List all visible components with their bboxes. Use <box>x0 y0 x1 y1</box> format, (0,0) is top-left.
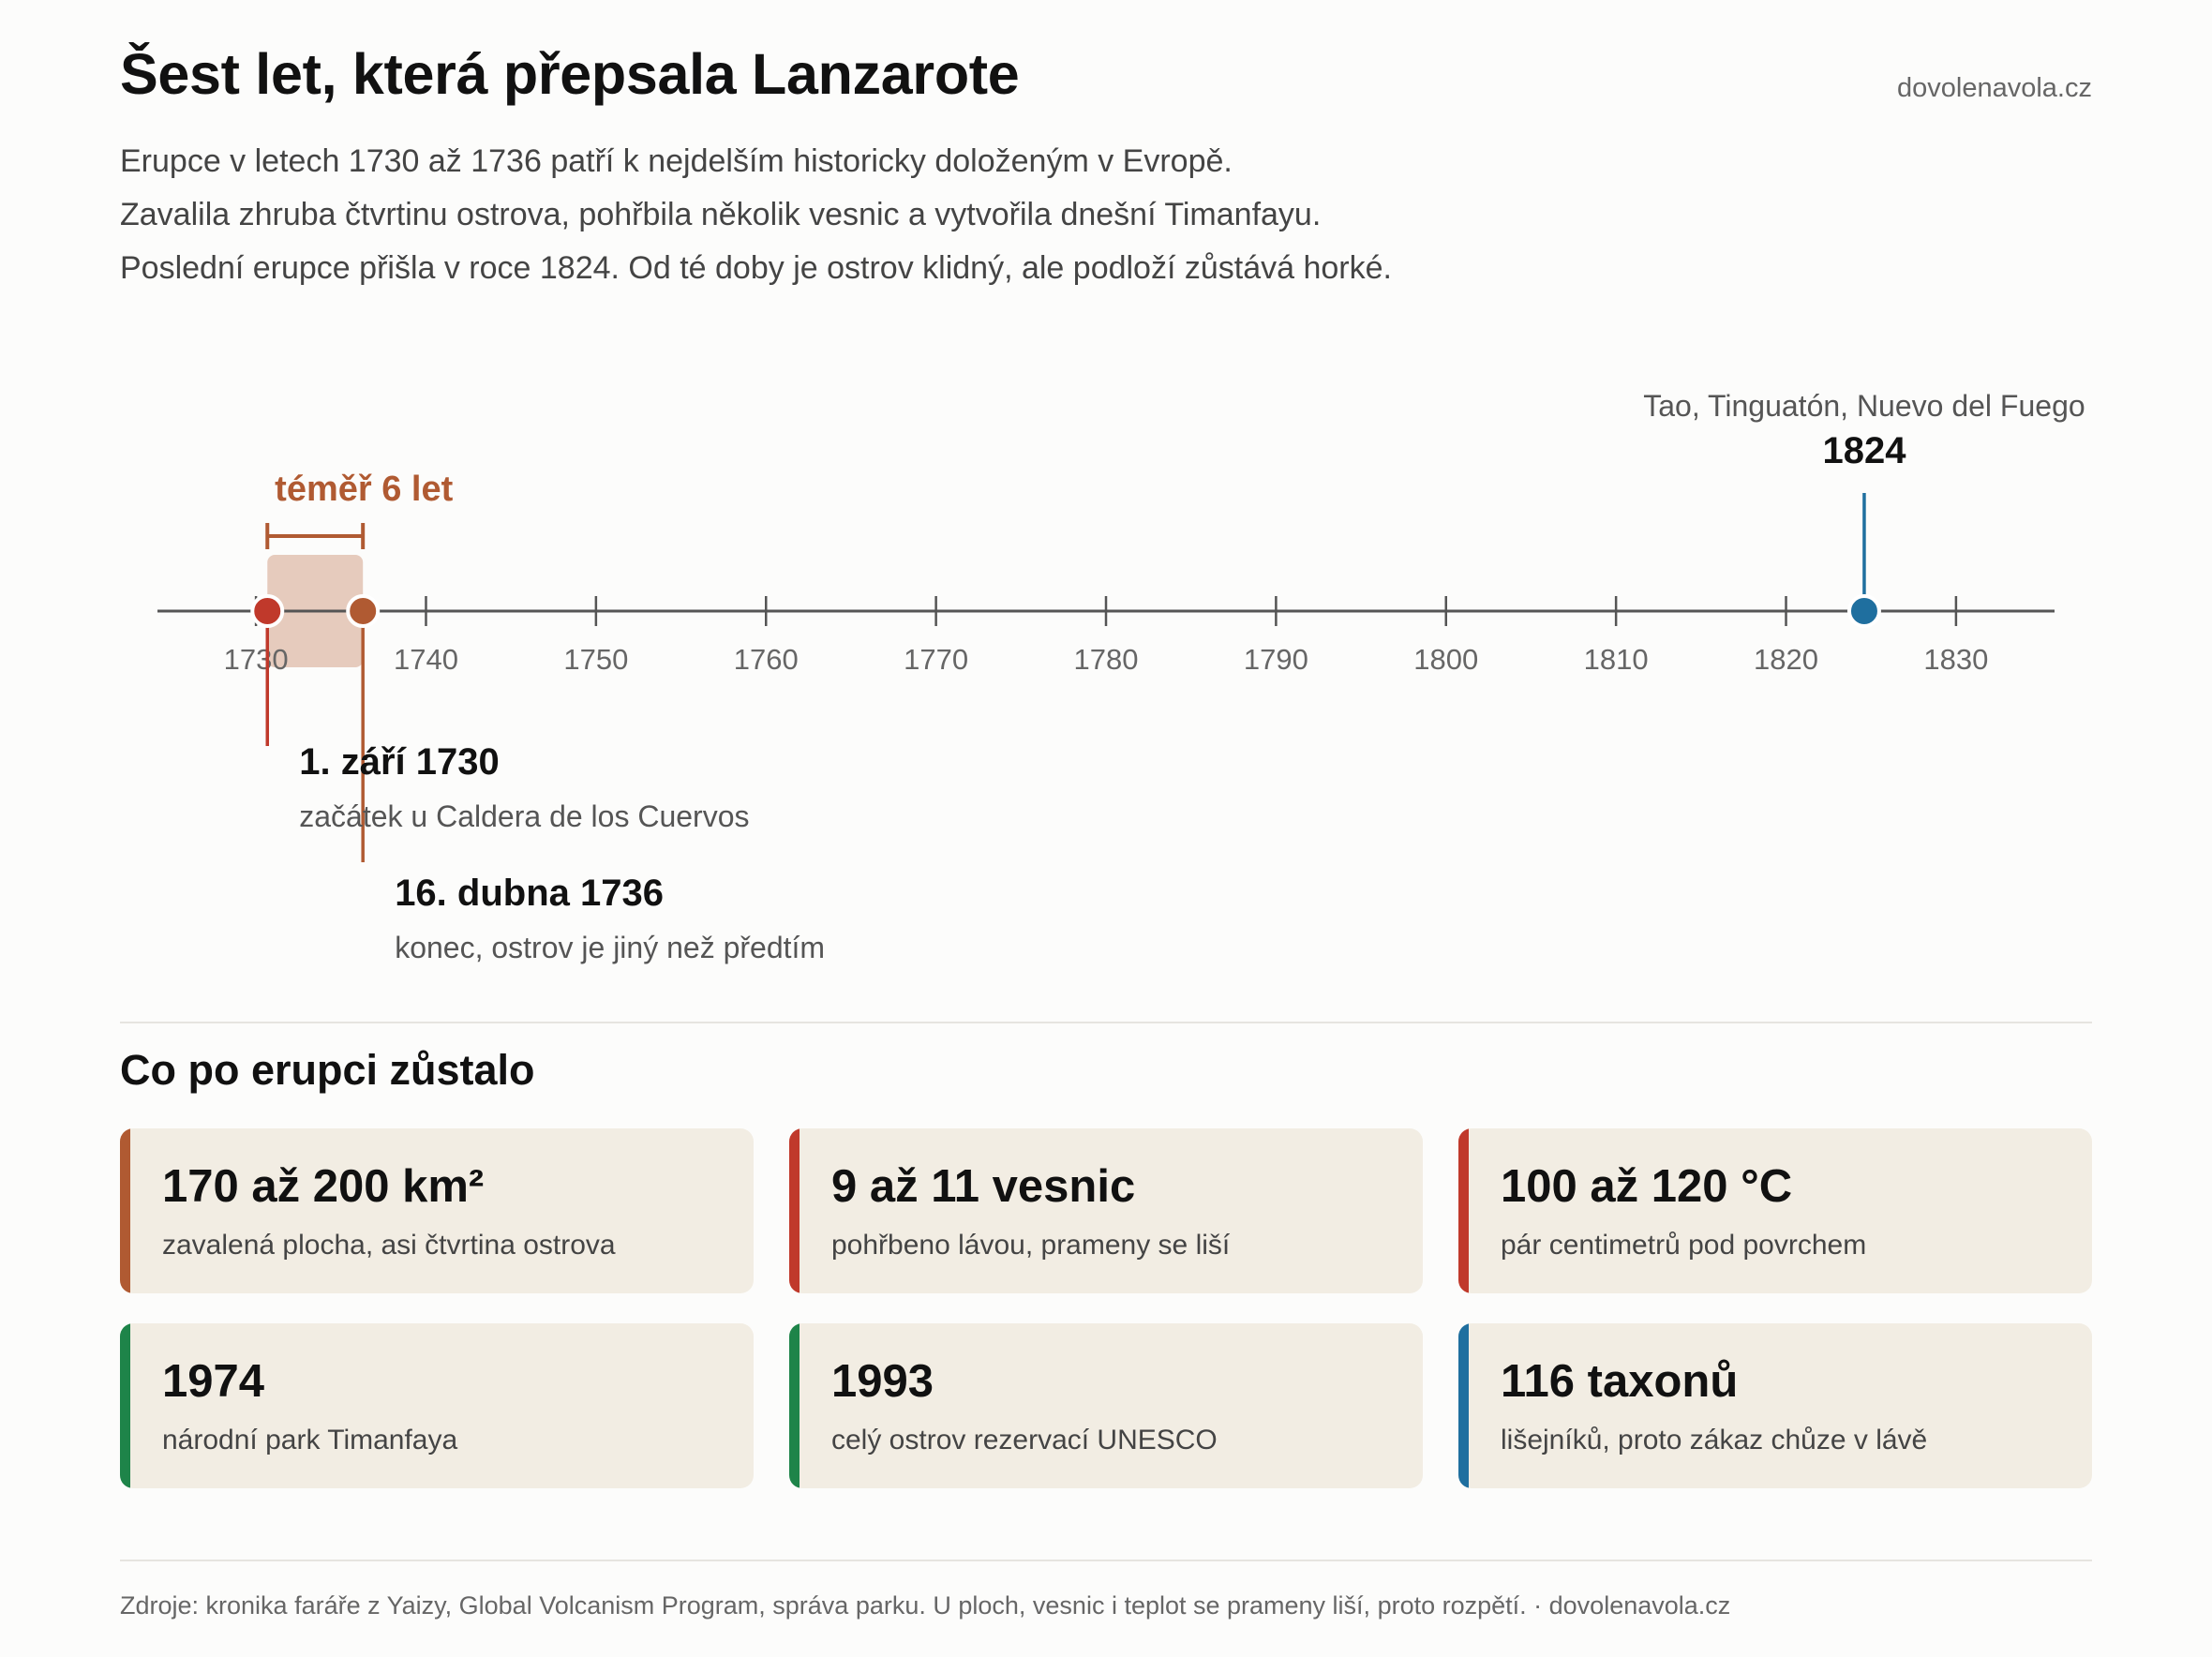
card-accent-bar <box>1458 1128 1469 1293</box>
card-value: 9 až 11 vesnic <box>831 1161 1136 1212</box>
card-description: národní park Timanfaya <box>162 1425 458 1455</box>
event-point <box>250 594 285 628</box>
section-title: Co po erupci zůstalo <box>120 1046 535 1094</box>
event-point <box>1846 594 1881 628</box>
footer-divider <box>120 1560 2092 1561</box>
tick-label: 1730 <box>224 643 289 676</box>
event-title: 16. dubna 1736 <box>395 873 664 914</box>
fact-card: 1993 celý ostrov rezervací UNESCO <box>789 1323 1423 1488</box>
span-label: téměř 6 let <box>275 470 453 509</box>
tick-label: 1800 <box>1413 643 1478 676</box>
card-description: pohřbeno lávou, prameny se liší <box>831 1230 1231 1261</box>
event-subtitle: Tao, Tinguatón, Nuevo del Fuego <box>1643 389 2085 423</box>
fact-card: 116 taxonů lišejníků, proto zákaz chůze … <box>1458 1323 2092 1488</box>
card-value: 1974 <box>162 1356 265 1407</box>
card-accent-bar <box>1458 1323 1469 1488</box>
card-description: pár centimetrů pod povrchem <box>1501 1230 1867 1261</box>
tick-label: 1830 <box>1923 643 1988 676</box>
event-subtitle: začátek u Caldera de los Cuervos <box>299 799 749 833</box>
card-accent-bar <box>789 1323 800 1488</box>
fact-card: 170 až 200 km² zavalená plocha, asi čtvr… <box>120 1128 754 1293</box>
page-title: Šest let, která přepsala Lanzarote <box>120 42 1020 106</box>
card-value: 1993 <box>831 1356 934 1407</box>
card-accent-bar <box>120 1323 130 1488</box>
tick-label: 1810 <box>1584 643 1649 676</box>
card-description: celý ostrov rezervací UNESCO <box>831 1425 1218 1455</box>
timeline-svg: 1730 1740 1750 1760 1770 1780 1790 1800 1810 1820… <box>157 389 2085 964</box>
card-description: lišejníků, proto zákaz chůze v lávě <box>1501 1425 1928 1455</box>
card-value: 116 taxonů <box>1501 1356 1739 1407</box>
fact-card: 1974 národní park Timanfaya <box>120 1323 754 1488</box>
tick-label: 1790 <box>1244 643 1308 676</box>
tick-label: 1780 <box>1074 643 1139 676</box>
tick-label: 1750 <box>563 643 628 676</box>
tick-label: 1760 <box>734 643 799 676</box>
tick-label: 1770 <box>904 643 968 676</box>
page: Šest let, která přepsala Lanzarote dovol… <box>120 0 2092 1657</box>
card-accent-bar <box>789 1128 800 1293</box>
intro-line-1: Erupce v letech 1730 až 1736 patří k nej… <box>120 143 1233 179</box>
tick-label: 1740 <box>394 643 458 676</box>
event-title: 1824 <box>1822 430 1906 471</box>
intro-line-3: Poslední erupce přišla v roce 1824. Od t… <box>120 250 1392 286</box>
card-description: zavalená plocha, asi čtvrtina ostrova <box>162 1230 616 1261</box>
intro-line-2: Zavalila zhruba čtvrtinu ostrova, pohřbi… <box>120 197 1322 232</box>
card-accent-bar <box>120 1128 130 1293</box>
timeline-chart: 1730 1740 1750 1760 1770 1780 1790 1800 1810 1820… <box>120 356 2092 993</box>
tick-label: 1820 <box>1754 643 1818 676</box>
event-point <box>346 594 381 628</box>
intro: Erupce v letech 1730 až 1736 patří k nej… <box>120 135 1392 295</box>
fact-card: 100 až 120 °C pár centimetrů pod povrche… <box>1458 1128 2092 1293</box>
section-divider <box>120 1022 2092 1023</box>
site-name[interactable]: dovolenavola.cz <box>1897 73 2092 103</box>
fact-card: 9 až 11 vesnic pohřbeno lávou, prameny s… <box>789 1128 1423 1293</box>
card-value: 170 až 200 km² <box>162 1161 485 1212</box>
footer-sources: Zdroje: kronika faráře z Yaizy, Global V… <box>120 1591 1731 1620</box>
event-subtitle: konec, ostrov je jiný než předtím <box>395 931 825 964</box>
event-title: 1. září 1730 <box>299 741 500 783</box>
card-value: 100 až 120 °C <box>1501 1161 1793 1212</box>
